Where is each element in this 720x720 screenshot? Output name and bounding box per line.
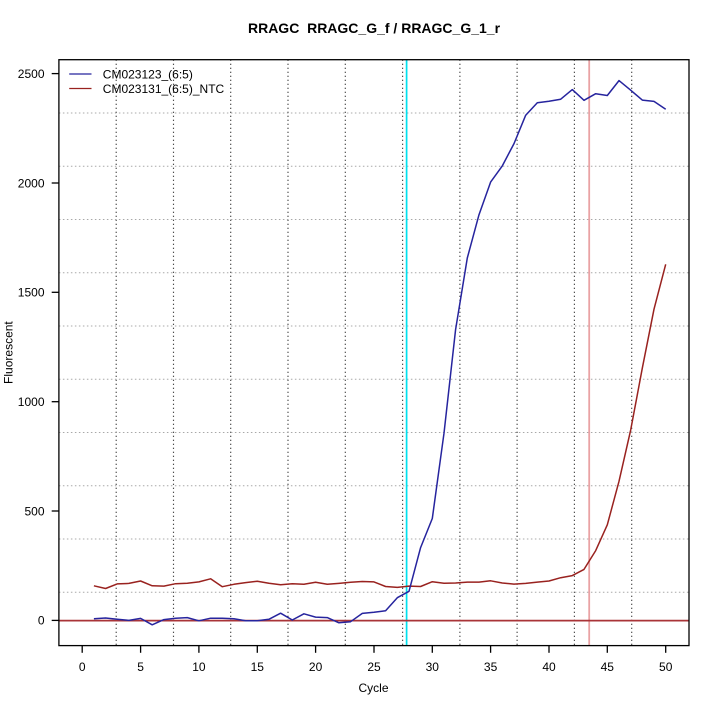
svg-text:45: 45 [601,660,615,674]
svg-text:Fluorescent: Fluorescent [2,321,16,384]
svg-text:50: 50 [659,660,673,674]
svg-text:30: 30 [426,660,440,674]
svg-text:500: 500 [24,504,44,518]
svg-text:RRAGC RRAGC_G_f / RRAGC_G_1_r: RRAGC RRAGC_G_f / RRAGC_G_1_r [248,20,501,36]
svg-text:20: 20 [309,660,323,674]
svg-text:1000: 1000 [18,395,45,409]
svg-text:CM023123_(6:5): CM023123_(6:5) [103,67,193,81]
svg-text:15: 15 [251,660,265,674]
svg-text:10: 10 [192,660,206,674]
svg-text:1500: 1500 [18,286,45,300]
svg-text:Cycle: Cycle [358,681,388,695]
svg-text:5: 5 [137,660,144,674]
svg-text:25: 25 [367,660,381,674]
svg-text:0: 0 [79,660,86,674]
svg-text:2000: 2000 [18,176,45,190]
svg-text:2500: 2500 [18,67,45,81]
svg-text:CM023131_(6:5)_NTC: CM023131_(6:5)_NTC [103,82,225,96]
svg-text:40: 40 [542,660,556,674]
svg-text:0: 0 [38,614,45,628]
svg-text:35: 35 [484,660,498,674]
